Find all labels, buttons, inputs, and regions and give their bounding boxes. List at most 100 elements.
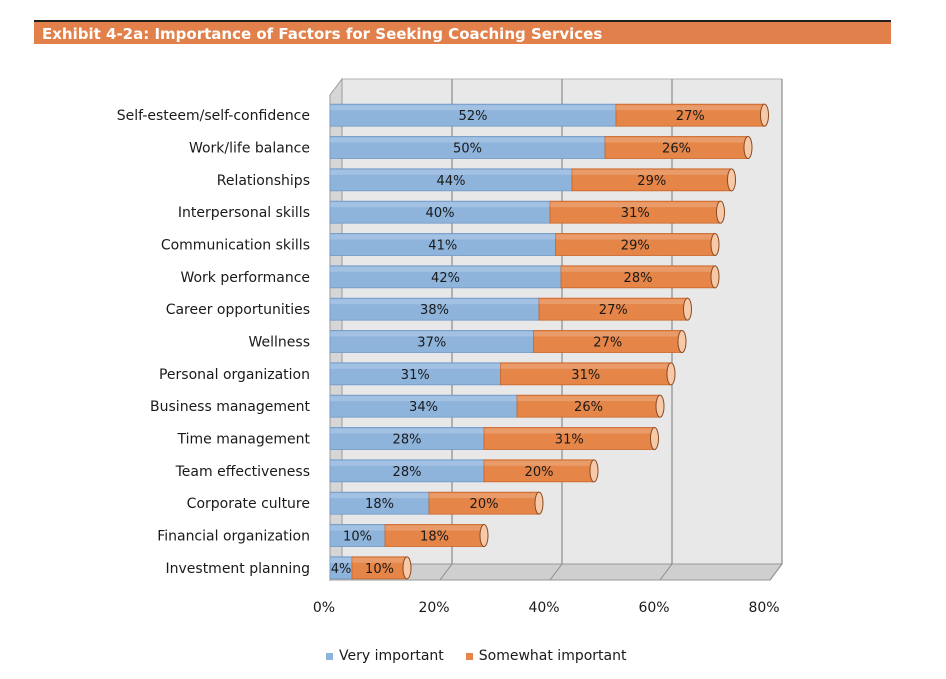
bar-highlight-very-important-team-effectiveness: [330, 460, 484, 466]
data-label-very-important-career-opportunities: 38%: [420, 303, 449, 318]
bar-highlight-very-important-corporate-culture: [330, 493, 429, 499]
bar-endcap-self-esteem-self-confidence: [760, 103, 769, 127]
x-tick-label-60: 60%: [638, 600, 669, 616]
category-label-communication-skills: Communication skills: [161, 238, 310, 254]
category-label-investment-planning: Investment planning: [166, 561, 311, 577]
data-label-somewhat-important-wellness: 27%: [593, 336, 622, 351]
bar-endcap-business-management: [655, 394, 665, 418]
bar-highlight-somewhat-important-personal-organization: [500, 363, 671, 369]
bar-highlight-somewhat-important-investment-planning: [352, 557, 407, 563]
data-label-very-important-relationships: 44%: [437, 174, 466, 189]
bar-endcap-work-performance: [710, 265, 720, 289]
bar-highlight-very-important-financial-organization: [330, 525, 385, 531]
x-tick-label-20: 20%: [418, 600, 449, 616]
bar-endcap-financial-organization: [479, 524, 489, 547]
data-label-somewhat-important-work-life-balance: 26%: [662, 142, 691, 157]
data-label-very-important-investment-planning: 4%: [331, 562, 352, 577]
data-label-very-important-work-life-balance: 50%: [453, 142, 482, 157]
bar-highlight-somewhat-important-time-management: [484, 428, 655, 434]
legend-label-very-important: Very important: [339, 648, 444, 664]
bar-highlight-somewhat-important-communication-skills: [555, 234, 715, 240]
legend-item-somewhat-important: Somewhat important: [465, 648, 627, 664]
category-label-business-management: Business management: [150, 399, 310, 415]
bar-highlight-somewhat-important-business-management: [517, 396, 660, 402]
x-tick-label-40: 40%: [528, 600, 559, 616]
bar-highlight-very-important-communication-skills: [330, 234, 556, 240]
bar-highlight-very-important-wellness: [330, 331, 534, 337]
bar-highlight-somewhat-important-work-performance: [561, 266, 715, 272]
bar-endcap-career-opportunities: [683, 297, 692, 321]
category-label-work-performance: Work performance: [180, 270, 310, 286]
bar-highlight-very-important-career-opportunities: [330, 299, 539, 305]
gridline-floor: [659, 563, 673, 581]
bar-endcap-time-management: [650, 427, 659, 450]
bar-highlight-somewhat-important-work-life-balance: [605, 137, 748, 143]
bar-highlight-very-important-personal-organization: [330, 363, 501, 369]
data-label-very-important-self-esteem-self-confidence: 52%: [459, 109, 488, 124]
legend-label-somewhat-important: Somewhat important: [478, 648, 627, 664]
data-label-somewhat-important-communication-skills: 29%: [621, 239, 650, 254]
exhibit-title: Exhibit 4-2a: Importance of Factors for …: [34, 20, 891, 44]
data-label-very-important-interpersonal-skills: 40%: [426, 206, 455, 221]
data-label-somewhat-important-self-esteem-self-confidence: 27%: [676, 109, 705, 124]
bar-endcap-work-life-balance: [743, 136, 753, 159]
legend-swatch-somewhat-important: [465, 652, 473, 660]
data-label-very-important-work-performance: 42%: [431, 271, 460, 286]
bar-highlight-very-important-investment-planning: [330, 557, 352, 563]
x-tick-label-0: 0%: [313, 600, 335, 616]
data-label-somewhat-important-interpersonal-skills: 31%: [621, 206, 650, 221]
data-label-very-important-wellness: 37%: [417, 336, 446, 351]
data-label-somewhat-important-relationships: 29%: [637, 174, 666, 189]
bar-highlight-somewhat-important-relationships: [572, 169, 732, 175]
bar-endcap-wellness: [677, 330, 687, 353]
data-label-very-important-communication-skills: 41%: [428, 239, 457, 254]
data-label-somewhat-important-investment-planning: 10%: [365, 562, 394, 577]
bar-highlight-very-important-business-management: [330, 396, 517, 402]
data-label-somewhat-important-team-effectiveness: 20%: [525, 465, 554, 480]
bar-highlight-somewhat-important-self-esteem-self-confidence: [616, 105, 765, 111]
data-label-somewhat-important-business-management: 26%: [574, 400, 603, 415]
data-label-very-important-corporate-culture: 18%: [365, 497, 394, 512]
bar-highlight-very-important-work-performance: [330, 266, 561, 272]
bar-highlight-somewhat-important-career-opportunities: [539, 299, 688, 305]
data-label-somewhat-important-financial-organization: 18%: [420, 530, 449, 545]
category-label-work-life-balance: Work/life balance: [189, 141, 310, 157]
gridline-floor: [439, 563, 453, 581]
data-label-very-important-business-management: 34%: [409, 400, 438, 415]
bar-highlight-very-important-work-life-balance: [330, 137, 605, 143]
data-label-somewhat-important-career-opportunities: 27%: [599, 303, 628, 318]
bar-endcap-interpersonal-skills: [716, 200, 725, 224]
bar-highlight-very-important-interpersonal-skills: [330, 202, 550, 208]
bar-highlight-very-important-relationships: [330, 169, 572, 175]
bar-endcap-investment-planning: [402, 556, 412, 580]
category-label-team-effectiveness: Team effectiveness: [175, 464, 310, 480]
data-label-somewhat-important-personal-organization: 31%: [571, 368, 600, 383]
gridline-floor: [549, 563, 563, 581]
bar-endcap-communication-skills: [710, 233, 720, 256]
data-label-very-important-team-effectiveness: 28%: [393, 465, 422, 480]
legend-swatch-very-important: [326, 652, 333, 660]
gridline-floor: [769, 563, 783, 581]
bar-highlight-somewhat-important-wellness: [533, 331, 682, 337]
category-label-wellness: Wellness: [249, 335, 311, 351]
bar-highlight-somewhat-important-corporate-culture: [429, 493, 539, 499]
bar-endcap-corporate-culture: [534, 491, 544, 515]
data-label-somewhat-important-corporate-culture: 20%: [470, 497, 499, 512]
category-label-self-esteem-self-confidence: Self-esteem/self-confidence: [117, 108, 310, 124]
data-label-somewhat-important-time-management: 31%: [555, 433, 584, 448]
legend-item-very-important: Very important: [326, 648, 444, 664]
category-label-interpersonal-skills: Interpersonal skills: [178, 205, 310, 221]
category-label-career-opportunities: Career opportunities: [166, 302, 310, 318]
chart-legend: Very important Somewhat important: [326, 648, 626, 664]
bar-highlight-somewhat-important-financial-organization: [385, 525, 484, 531]
data-label-very-important-personal-organization: 31%: [401, 368, 430, 383]
bar-endcap-personal-organization: [666, 362, 676, 386]
category-label-corporate-culture: Corporate culture: [187, 496, 310, 512]
bar-highlight-somewhat-important-interpersonal-skills: [550, 202, 721, 208]
x-tick-label-80: 80%: [748, 600, 779, 616]
data-label-somewhat-important-work-performance: 28%: [624, 271, 653, 286]
bar-endcap-team-effectiveness: [589, 459, 599, 483]
bar-endcap-relationships: [727, 168, 736, 192]
bar-highlight-very-important-time-management: [330, 428, 484, 434]
